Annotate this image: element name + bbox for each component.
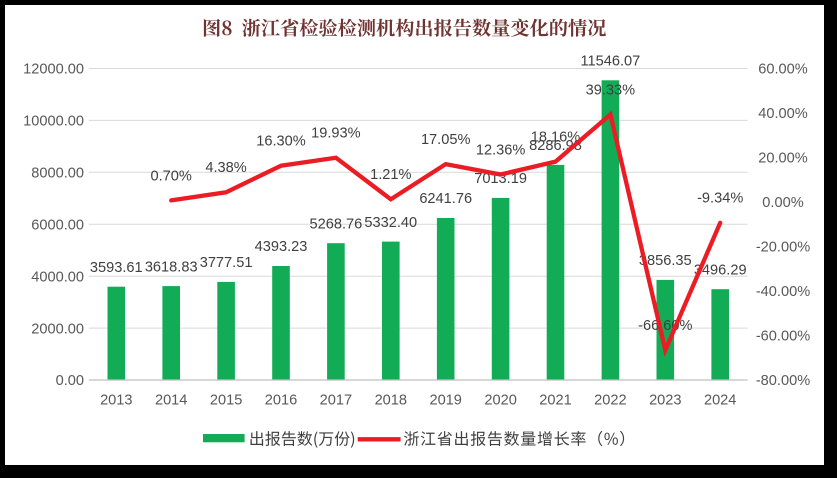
svg-text:3496.29: 3496.29 (694, 263, 747, 279)
svg-text:-66.60%: -66.60% (638, 318, 692, 334)
svg-text:5332.40: 5332.40 (364, 215, 417, 231)
svg-text:2019: 2019 (429, 393, 461, 409)
svg-text:2020: 2020 (484, 393, 516, 409)
svg-text:60.00%: 60.00% (758, 62, 808, 78)
svg-text:39.33%: 39.33% (586, 82, 636, 98)
svg-text:0.70%: 0.70% (151, 168, 192, 184)
svg-text:1.21%: 1.21% (370, 167, 411, 183)
svg-text:18.16%: 18.16% (531, 130, 581, 146)
svg-text:2015: 2015 (210, 393, 242, 409)
svg-text:2017: 2017 (320, 393, 352, 409)
svg-text:5268.76: 5268.76 (310, 217, 363, 233)
svg-text:7013.19: 7013.19 (474, 171, 527, 187)
svg-text:20.00%: 20.00% (758, 151, 808, 167)
svg-text:3777.51: 3777.51 (200, 255, 253, 271)
svg-text:17.05%: 17.05% (421, 132, 471, 148)
svg-text:12.36%: 12.36% (476, 142, 526, 158)
svg-text:19.93%: 19.93% (311, 126, 361, 142)
svg-text:-60.00%: -60.00% (756, 329, 810, 345)
svg-text:8000.00: 8000.00 (31, 166, 84, 182)
svg-text:4.38%: 4.38% (205, 160, 246, 176)
svg-text:2022: 2022 (594, 393, 626, 409)
svg-text:2000.00: 2000.00 (31, 321, 84, 337)
svg-text:2021: 2021 (539, 393, 571, 409)
svg-text:10000.00: 10000.00 (23, 114, 84, 130)
svg-text:2024: 2024 (704, 393, 736, 409)
svg-text:0.00%: 0.00% (762, 195, 803, 211)
svg-text:4000.00: 4000.00 (31, 269, 84, 285)
svg-text:2014: 2014 (155, 393, 187, 409)
svg-text:40.00%: 40.00% (758, 106, 808, 122)
svg-text:6000.00: 6000.00 (31, 218, 84, 234)
svg-text:-80.00%: -80.00% (756, 373, 810, 389)
svg-text:16.30%: 16.30% (256, 134, 306, 150)
svg-text:11546.07: 11546.07 (581, 54, 641, 70)
svg-text:3618.83: 3618.83 (145, 259, 198, 275)
svg-text:2023: 2023 (649, 393, 681, 409)
svg-text:2016: 2016 (265, 393, 297, 409)
svg-text:-9.34%: -9.34% (697, 191, 743, 207)
svg-text:4393.23: 4393.23 (255, 239, 308, 255)
svg-text:2013: 2013 (100, 393, 132, 409)
svg-text:3593.61: 3593.61 (90, 260, 143, 276)
svg-text:2018: 2018 (375, 393, 407, 409)
svg-text:3856.35: 3856.35 (639, 253, 692, 269)
svg-text:6241.76: 6241.76 (419, 191, 472, 207)
svg-text:0.00: 0.00 (56, 373, 84, 389)
svg-text:-20.00%: -20.00% (756, 240, 810, 256)
svg-text:12000.00: 12000.00 (23, 62, 84, 78)
svg-text:-40.00%: -40.00% (756, 284, 810, 300)
